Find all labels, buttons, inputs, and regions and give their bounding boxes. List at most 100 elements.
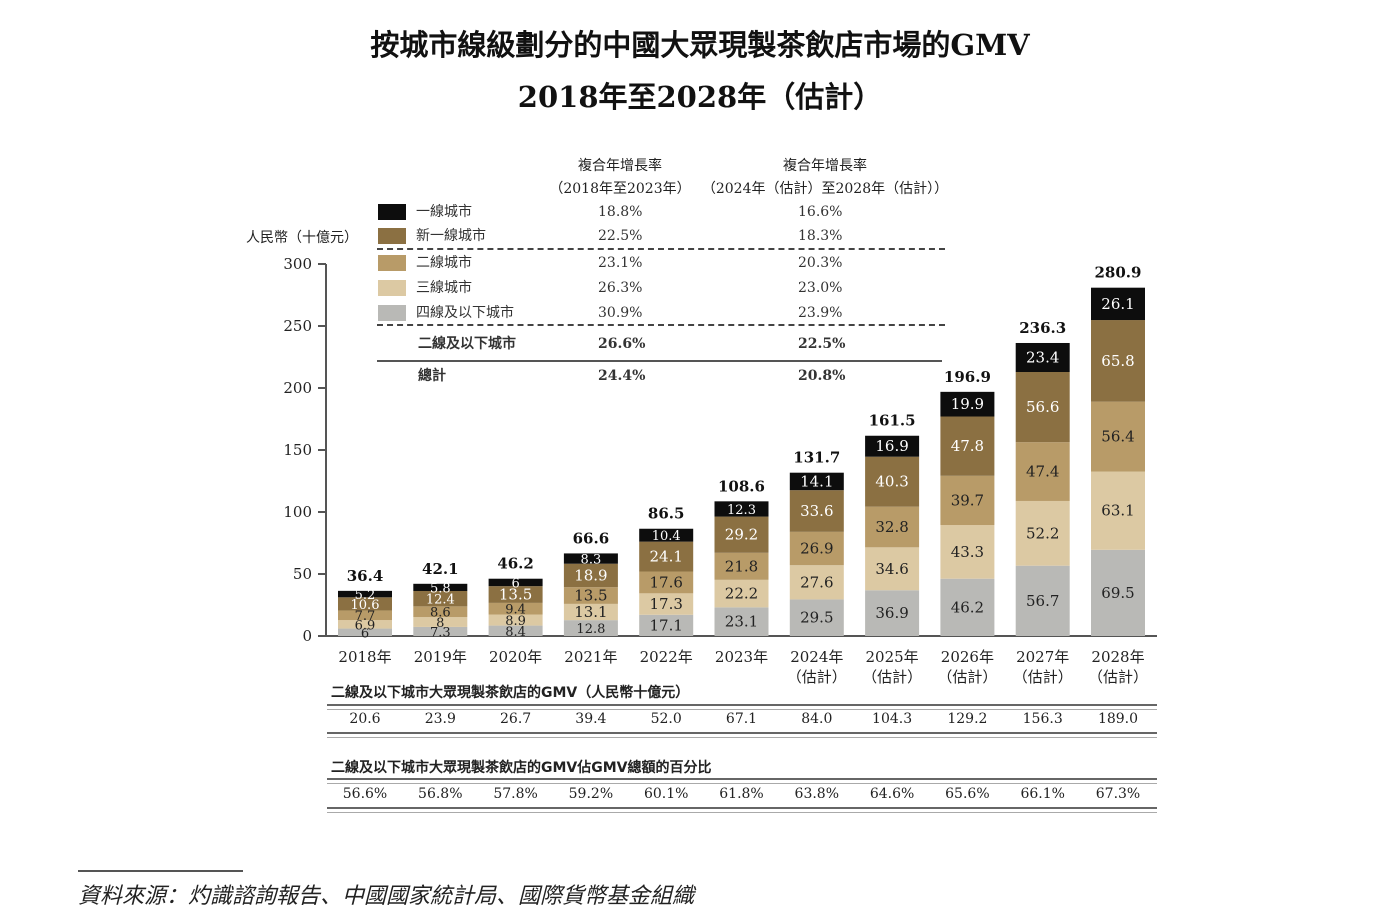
- legend-label: 四線及以下城市: [416, 305, 514, 321]
- bar-segment-label: 56.4: [1101, 428, 1134, 446]
- bar-segment-label: 8.9: [505, 614, 526, 629]
- bar-segment: [1091, 471, 1145, 550]
- bar-segment-label: 8.6: [430, 606, 451, 621]
- cagr-header-2-line2: （2024年（估計）至2028年（估計））: [701, 181, 949, 197]
- legend-cagr-2018-2023: 18.8%: [598, 204, 643, 220]
- bar-segment: [789, 599, 844, 636]
- bar-segment-label: 63.1: [1101, 502, 1134, 520]
- table-gmv-cell: 26.7: [500, 711, 532, 727]
- summary-total-cagr1: 24.4%: [598, 368, 646, 384]
- bar-segment: [940, 578, 995, 636]
- bar-segment-label: 47.4: [1026, 463, 1059, 481]
- table-share-cell: 67.3%: [1095, 786, 1141, 802]
- bar-segment: [865, 456, 920, 507]
- x-tick-label: 2024年: [790, 648, 843, 666]
- legend-cagr-2018-2023: 23.1%: [598, 255, 643, 271]
- bar-segment-label: 40.3: [875, 473, 908, 491]
- bar-segment: [714, 501, 769, 517]
- summary-lower-tier-label: 二線及以下城市: [418, 336, 516, 352]
- bar-segment-label: 33.6: [800, 502, 833, 520]
- bar-segment: [940, 525, 995, 579]
- bar-segment: [413, 590, 468, 607]
- table-share-cell: 61.8%: [719, 786, 764, 802]
- legend-cagr-2024-2028: 20.3%: [798, 255, 843, 271]
- x-tick-label: 2019年: [414, 648, 467, 666]
- legend-cagr-2024-2028: 23.0%: [798, 280, 843, 296]
- table-share-cell: 60.1%: [643, 786, 689, 802]
- bar-segment: [1091, 320, 1145, 402]
- bar-segment: [338, 590, 392, 598]
- bar-segment: [639, 528, 694, 542]
- x-tick-label: 2023年: [715, 648, 768, 666]
- bar-segment: [488, 586, 543, 603]
- legend-swatch: [378, 280, 406, 296]
- legend-cagr-2024-2028: 16.6%: [798, 204, 843, 220]
- bar-segment-label: 17.3: [649, 595, 682, 613]
- table-gmv-title: 二線及以下城市大眾現製茶飲店的GMV（人民幣十億元）: [331, 685, 690, 701]
- x-tick-label: （估計）: [1088, 668, 1148, 686]
- bar-segment: [488, 602, 543, 615]
- bar-segment-label: 24.1: [649, 548, 682, 566]
- table-gmv-cell: 23.9: [424, 711, 456, 727]
- cagr-header-1: 複合年增長率 （2018年至2023年）: [540, 155, 700, 198]
- table-share-cell: 63.8%: [794, 786, 840, 802]
- bar-segment: [865, 590, 920, 636]
- summary-total-label: 總計: [418, 368, 446, 384]
- legend-swatch: [378, 228, 406, 244]
- bar-segment: [865, 506, 920, 548]
- bar-segment-label: 39.7: [951, 491, 984, 509]
- cagr-header-1-line2: （2018年至2023年）: [549, 181, 691, 197]
- bar-segment: [413, 583, 468, 591]
- bar-segment-label: 9.4: [505, 603, 526, 618]
- x-tick-label: （估計）: [1013, 668, 1073, 686]
- bar-segment-label: 12.3: [727, 503, 756, 518]
- x-tick-label: 2022年: [640, 648, 693, 666]
- bar-segment: [1091, 401, 1145, 472]
- bar-segment-label: 17.6: [649, 573, 682, 591]
- y-tick-label: 250: [283, 317, 312, 335]
- bar-segment: [1015, 442, 1070, 501]
- bar-segment-label: 18.9: [574, 566, 607, 584]
- bar-segment-label: 52.2: [1026, 524, 1059, 542]
- x-tick-label: （估計）: [787, 668, 847, 686]
- legend-cagr-2018-2023: 26.3%: [598, 280, 643, 296]
- bar-segment-label: 12.4: [426, 593, 455, 608]
- bar-segment-label: 6.9: [355, 618, 376, 633]
- bar-total-label: 108.6: [718, 477, 765, 495]
- bar-segment-label: 23.4: [1026, 348, 1059, 366]
- bar-total-label: 131.7: [793, 449, 840, 467]
- bar-total-label: 161.5: [869, 412, 916, 430]
- bar-segment-label: 43.3: [951, 543, 984, 561]
- y-tick-label: 0: [302, 627, 312, 645]
- bar-segment-label: 47.8: [951, 437, 984, 455]
- bar-total-label: 280.9: [1095, 264, 1142, 282]
- bar-segment-label: 8: [436, 616, 444, 631]
- table-share-cell: 64.6%: [869, 786, 915, 802]
- bar-segment-label: 12.8: [576, 622, 605, 637]
- bar-segment: [488, 578, 543, 587]
- bar-segment-label: 16.9: [875, 437, 908, 455]
- legend-cagr-2018-2023: 30.9%: [598, 305, 643, 321]
- bar-segment-label: 6: [361, 626, 369, 641]
- bar-segment: [563, 563, 618, 588]
- x-tick-label: 2020年: [489, 648, 542, 666]
- summary-total-cagr2: 20.8%: [798, 368, 846, 384]
- legend-label: 新一線城市: [416, 228, 486, 244]
- bar-segment-label: 56.7: [1026, 592, 1059, 610]
- table-share-top-rule: [327, 778, 1157, 784]
- table-gmv-cell: 104.3: [872, 711, 913, 727]
- bar-segment: [714, 552, 769, 580]
- legend-label: 三線城市: [416, 280, 472, 296]
- legend-divider-dashed-2: [377, 324, 945, 326]
- bar-segment: [1015, 565, 1070, 636]
- y-tick-label: 150: [283, 441, 312, 459]
- x-tick-label: （估計）: [862, 668, 922, 686]
- table-share-cell: 59.2%: [568, 786, 614, 802]
- bar-segment-label: 8.3: [581, 553, 602, 568]
- table-share-cell: 66.1%: [1020, 786, 1065, 802]
- table-gmv-cell: 39.4: [575, 711, 607, 727]
- legend-swatch: [378, 255, 406, 271]
- bar-segment: [789, 531, 844, 566]
- table-share-title: 二線及以下城市大眾現製茶飲店的GMV佔GMV總額的百分比: [331, 760, 712, 776]
